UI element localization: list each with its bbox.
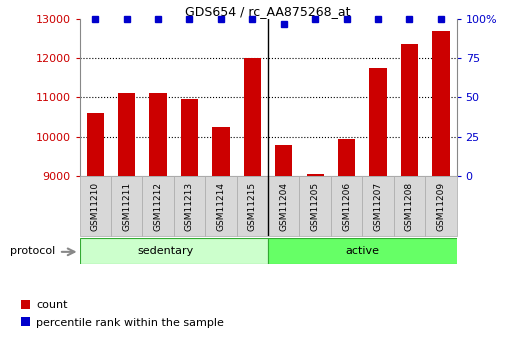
Bar: [212, 127, 229, 176]
Bar: [80, 176, 111, 236]
Text: protocol: protocol: [10, 246, 55, 256]
Bar: [401, 45, 418, 176]
Text: GSM11211: GSM11211: [122, 181, 131, 231]
Text: GSM11214: GSM11214: [216, 181, 225, 231]
Text: GSM11209: GSM11209: [437, 181, 445, 231]
Bar: [268, 176, 300, 236]
Text: GSM11208: GSM11208: [405, 181, 414, 231]
Bar: [149, 93, 167, 176]
Bar: [118, 93, 135, 176]
Bar: [111, 176, 143, 236]
Bar: [181, 99, 198, 176]
Bar: [87, 113, 104, 176]
Bar: [275, 145, 292, 176]
Bar: [307, 174, 324, 176]
Text: GSM11212: GSM11212: [153, 181, 163, 231]
Bar: [393, 176, 425, 236]
Text: GSM11204: GSM11204: [279, 181, 288, 231]
Text: GSM11210: GSM11210: [91, 181, 100, 231]
Bar: [143, 176, 174, 236]
Bar: [369, 68, 387, 176]
Bar: [362, 176, 393, 236]
Text: GSM11213: GSM11213: [185, 181, 194, 231]
Bar: [236, 176, 268, 236]
Title: GDS654 / rc_AA875268_at: GDS654 / rc_AA875268_at: [185, 5, 351, 18]
Text: count: count: [36, 300, 67, 310]
Bar: [338, 139, 355, 176]
Text: GSM11206: GSM11206: [342, 181, 351, 231]
Text: GSM11207: GSM11207: [373, 181, 383, 231]
Bar: [80, 238, 268, 264]
Bar: [300, 176, 331, 236]
Bar: [425, 176, 457, 236]
Bar: [331, 176, 362, 236]
Bar: [432, 31, 449, 176]
Text: sedentary: sedentary: [138, 246, 194, 256]
Text: active: active: [345, 246, 379, 256]
Text: GSM11215: GSM11215: [248, 181, 257, 231]
Bar: [174, 176, 205, 236]
Text: GSM11205: GSM11205: [311, 181, 320, 231]
Text: percentile rank within the sample: percentile rank within the sample: [36, 318, 224, 327]
Bar: [244, 58, 261, 176]
Bar: [205, 176, 236, 236]
